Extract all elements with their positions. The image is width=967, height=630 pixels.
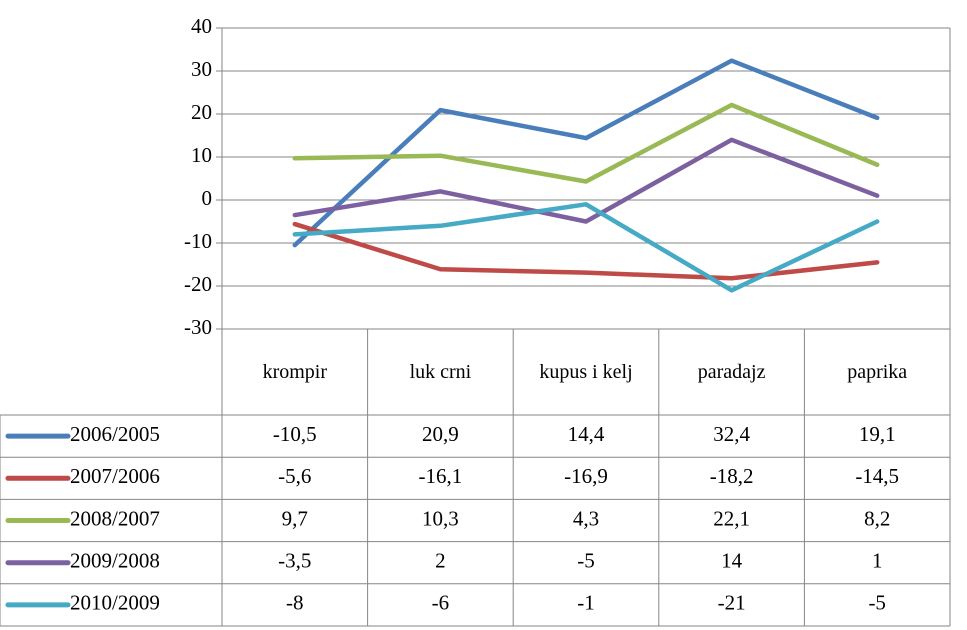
x-tick-label: luk crni: [409, 360, 472, 383]
data-label: -5: [868, 591, 886, 615]
data-label: -21: [718, 591, 746, 615]
legend-label: 2006/2005: [70, 422, 160, 446]
data-label: 2: [435, 549, 446, 573]
legend-label: 2007/2006: [70, 464, 160, 488]
legend-label: 2010/2009: [70, 591, 160, 615]
x-tick-label: krompir: [262, 360, 328, 383]
y-tick-label: 20: [191, 100, 212, 124]
y-tick-label: -20: [184, 272, 212, 296]
x-tick-label-box: paradajz: [697, 360, 766, 383]
series-line: [292, 102, 880, 184]
series-line: [292, 58, 880, 248]
data-label: -8: [286, 591, 304, 615]
x-tick-label-box: paprika: [847, 360, 908, 383]
data-label: 20,9: [422, 422, 459, 446]
data-label: 9,7: [282, 506, 308, 530]
y-tick-label: 30: [191, 57, 212, 81]
data-label: 1: [872, 549, 883, 573]
x-tick-label: paprika: [847, 360, 908, 383]
data-label: 10,3: [422, 506, 459, 530]
data-label: -18,2: [710, 464, 754, 488]
data-label: 14: [721, 549, 743, 573]
series-line: [292, 221, 880, 281]
data-label: -16,9: [564, 464, 608, 488]
y-tick-label: -30: [184, 315, 212, 339]
x-tick-label: paradajz: [697, 360, 766, 383]
data-label: 19,1: [859, 422, 896, 446]
data-label: 4,3: [573, 506, 599, 530]
data-label: -6: [432, 591, 450, 615]
data-label: -5,6: [278, 464, 311, 488]
data-label: 8,2: [864, 506, 890, 530]
data-label: -16,1: [419, 464, 463, 488]
x-tick-label-box: krompir: [262, 360, 328, 383]
y-tick-label: 40: [191, 14, 212, 38]
y-tick-label: -10: [184, 229, 212, 253]
y-tick-label: 0: [202, 186, 213, 210]
data-label: -3,5: [278, 549, 311, 573]
data-label: -1: [577, 591, 595, 615]
x-tick-label-box: kupus i kelj: [539, 360, 633, 383]
data-label: 32,4: [713, 422, 750, 446]
y-tick-label: 10: [191, 143, 212, 167]
data-label: -14,5: [855, 464, 899, 488]
x-tick-label-box: luk crni: [409, 360, 472, 383]
series-line: [292, 137, 880, 224]
legend-label: 2009/2008: [70, 549, 160, 573]
series-line: [292, 202, 880, 293]
data-label: 14,4: [568, 422, 605, 446]
x-tick-label: kupus i kelj: [539, 360, 633, 383]
data-label: -10,5: [273, 422, 317, 446]
legend-label: 2008/2007: [70, 506, 160, 530]
data-label: -5: [577, 549, 595, 573]
data-label: 22,1: [713, 506, 750, 530]
